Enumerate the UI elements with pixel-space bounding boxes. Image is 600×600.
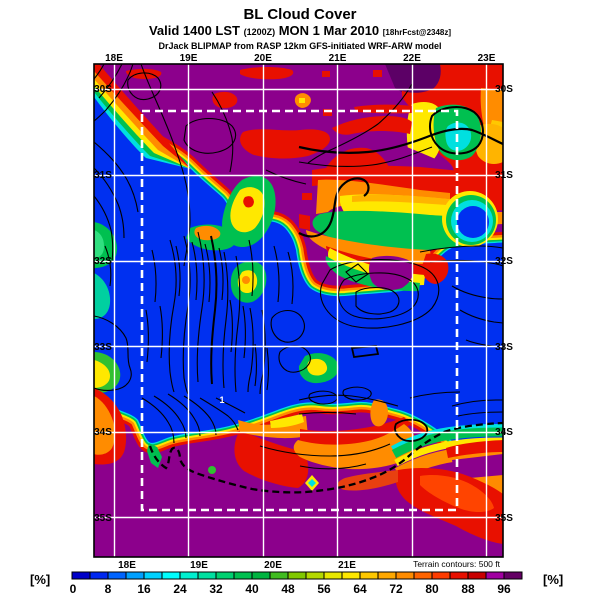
svg-text:35S: 35S <box>495 513 513 524</box>
svg-text:32S: 32S <box>495 256 513 267</box>
svg-text:30S: 30S <box>495 84 513 95</box>
svg-text:80: 80 <box>425 582 439 596</box>
svg-text:34S: 34S <box>94 427 112 438</box>
svg-text:31S: 31S <box>94 170 112 181</box>
svg-text:BL Cloud Cover: BL Cloud Cover <box>243 6 356 23</box>
svg-text:21E: 21E <box>329 53 347 64</box>
svg-text:32: 32 <box>209 582 223 596</box>
svg-text:31S: 31S <box>495 170 513 181</box>
svg-text:21E: 21E <box>338 560 356 571</box>
svg-text:34S: 34S <box>495 427 513 438</box>
svg-text:33S: 33S <box>94 342 112 353</box>
svg-text:18E: 18E <box>118 560 136 571</box>
svg-text:24: 24 <box>173 582 187 596</box>
svg-text:40: 40 <box>245 582 259 596</box>
svg-text:Valid 1400 LST (1200Z) MON 1 M: Valid 1400 LST (1200Z) MON 1 Mar 2010 [1… <box>149 23 451 38</box>
svg-text:0: 0 <box>70 582 77 596</box>
svg-text:[%]: [%] <box>543 572 563 587</box>
svg-text:20E: 20E <box>254 53 272 64</box>
svg-text:19E: 19E <box>190 560 208 571</box>
svg-text:88: 88 <box>461 582 475 596</box>
svg-text:8: 8 <box>105 582 112 596</box>
svg-text:33S: 33S <box>495 342 513 353</box>
svg-text:[%]: [%] <box>30 572 50 587</box>
svg-text:1: 1 <box>219 395 224 405</box>
svg-text:48: 48 <box>281 582 295 596</box>
svg-text:64: 64 <box>353 582 367 596</box>
svg-text:30S: 30S <box>94 84 112 95</box>
svg-text:35S: 35S <box>94 513 112 524</box>
svg-text:DrJack BLIPMAP from RASP 12km: DrJack BLIPMAP from RASP 12km GFS-initia… <box>158 41 441 51</box>
svg-text:Terrain contours: 500 ft: Terrain contours: 500 ft <box>413 559 501 569</box>
svg-text:96: 96 <box>497 582 511 596</box>
svg-text:18E: 18E <box>105 53 123 64</box>
svg-text:19E: 19E <box>180 53 198 64</box>
svg-text:20E: 20E <box>264 560 282 571</box>
svg-text:72: 72 <box>389 582 403 596</box>
svg-text:56: 56 <box>317 582 331 596</box>
svg-text:23E: 23E <box>478 53 496 64</box>
svg-text:32S: 32S <box>94 256 112 267</box>
svg-text:22E: 22E <box>403 53 421 64</box>
svg-text:16: 16 <box>137 582 151 596</box>
